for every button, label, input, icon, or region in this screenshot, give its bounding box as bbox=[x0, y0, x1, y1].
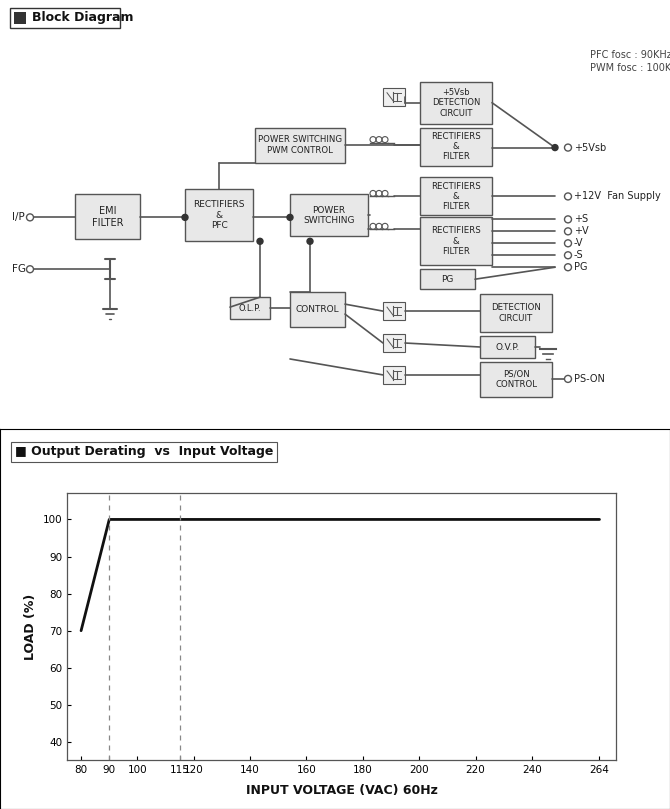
Text: RECTIFIERS
&
FILTER: RECTIFIERS & FILTER bbox=[431, 227, 481, 256]
Bar bbox=[75, 194, 140, 239]
Bar bbox=[480, 336, 535, 358]
Text: PG: PG bbox=[574, 262, 588, 273]
Circle shape bbox=[565, 228, 572, 235]
Bar bbox=[420, 82, 492, 124]
Bar bbox=[420, 177, 492, 215]
Text: PFC fosc : 90KHz: PFC fosc : 90KHz bbox=[590, 50, 670, 60]
Text: Block Diagram: Block Diagram bbox=[32, 11, 133, 24]
Text: +12V  Fan Supply: +12V Fan Supply bbox=[574, 192, 661, 201]
Text: FG: FG bbox=[12, 265, 26, 274]
Circle shape bbox=[287, 214, 293, 220]
Text: POWER SWITCHING
PWM CONTROL: POWER SWITCHING PWM CONTROL bbox=[258, 135, 342, 155]
Circle shape bbox=[565, 216, 572, 222]
Text: POWER
SWITCHING: POWER SWITCHING bbox=[304, 205, 354, 225]
Bar bbox=[230, 297, 270, 319]
Bar bbox=[10, 8, 120, 28]
Bar bbox=[255, 128, 345, 163]
Bar bbox=[14, 12, 26, 24]
Text: +5Vsb: +5Vsb bbox=[574, 142, 606, 153]
Circle shape bbox=[307, 239, 313, 244]
Circle shape bbox=[257, 239, 263, 244]
Text: DETECTION
CIRCUIT: DETECTION CIRCUIT bbox=[491, 303, 541, 323]
Bar bbox=[383, 334, 405, 352]
Text: PS/ON
CONTROL: PS/ON CONTROL bbox=[495, 370, 537, 389]
Text: +5Vsb
DETECTION
CIRCUIT: +5Vsb DETECTION CIRCUIT bbox=[431, 88, 480, 117]
Text: -V: -V bbox=[574, 239, 584, 248]
Text: O.V.P.: O.V.P. bbox=[495, 342, 520, 351]
X-axis label: INPUT VOLTAGE (VAC) 60Hz: INPUT VOLTAGE (VAC) 60Hz bbox=[246, 784, 438, 797]
Circle shape bbox=[565, 375, 572, 383]
Text: PWM fosc : 100KHz: PWM fosc : 100KHz bbox=[590, 63, 670, 73]
Text: -S: -S bbox=[574, 250, 584, 260]
Circle shape bbox=[565, 193, 572, 200]
Bar bbox=[185, 189, 253, 241]
Text: RECTIFIERS
&
PFC: RECTIFIERS & PFC bbox=[193, 201, 245, 231]
Bar bbox=[383, 366, 405, 384]
Text: PS-ON: PS-ON bbox=[574, 374, 605, 384]
Y-axis label: LOAD (%): LOAD (%) bbox=[24, 594, 37, 660]
Text: PG: PG bbox=[442, 275, 454, 284]
Circle shape bbox=[565, 252, 572, 259]
Text: ■ Output Derating  vs  Input Voltage: ■ Output Derating vs Input Voltage bbox=[15, 446, 273, 459]
Circle shape bbox=[565, 239, 572, 247]
Bar bbox=[290, 194, 368, 236]
Bar bbox=[383, 302, 405, 320]
Text: EMI
FILTER: EMI FILTER bbox=[92, 206, 123, 227]
Bar bbox=[480, 362, 552, 397]
Text: +S: +S bbox=[574, 214, 588, 224]
Circle shape bbox=[552, 145, 558, 150]
Text: RECTIFIERS
&
FILTER: RECTIFIERS & FILTER bbox=[431, 181, 481, 211]
Bar bbox=[420, 269, 475, 289]
Text: O.L.P.: O.L.P. bbox=[239, 303, 261, 312]
Circle shape bbox=[565, 264, 572, 271]
Bar bbox=[480, 294, 552, 332]
Circle shape bbox=[565, 144, 572, 151]
Text: CONTROL: CONTROL bbox=[295, 305, 339, 314]
Bar bbox=[420, 128, 492, 166]
Text: I/P: I/P bbox=[12, 213, 25, 222]
Circle shape bbox=[27, 265, 34, 273]
Bar bbox=[290, 292, 345, 327]
Bar bbox=[420, 218, 492, 265]
Text: +V: +V bbox=[574, 227, 589, 236]
Circle shape bbox=[27, 214, 34, 221]
Circle shape bbox=[182, 214, 188, 220]
Bar bbox=[383, 87, 405, 106]
Text: RECTIFIERS
&
FILTER: RECTIFIERS & FILTER bbox=[431, 132, 481, 162]
